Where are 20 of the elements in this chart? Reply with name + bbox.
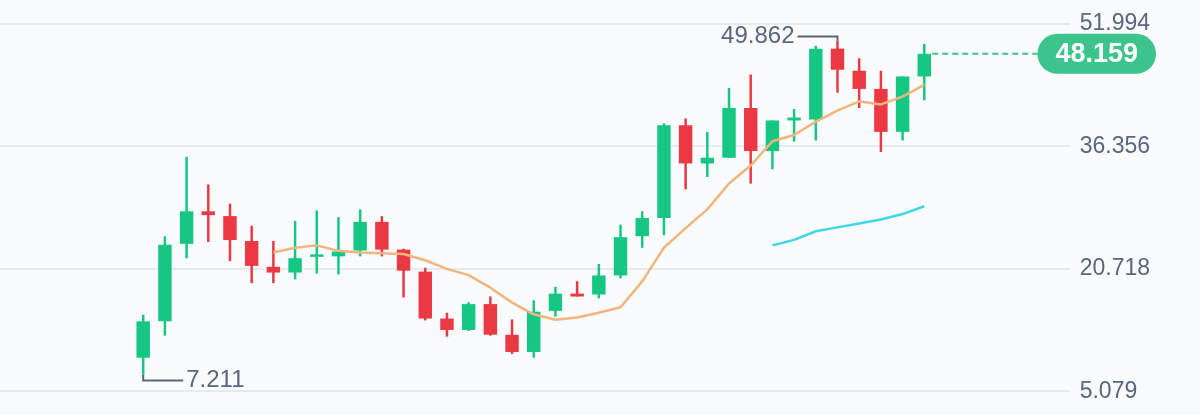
y-tick-label: 5.079 (1079, 376, 1138, 403)
candlestick (288, 219, 302, 281)
y-tick-label: 20.718 (1079, 254, 1151, 281)
candlestick (852, 57, 866, 110)
candlestick (592, 262, 606, 300)
candlestick (201, 183, 216, 244)
y-tick-label: 51.994 (1079, 9, 1151, 36)
candlestick (505, 318, 519, 356)
candlestick (440, 311, 454, 338)
annotation: 7.211 (186, 365, 245, 393)
candlestick (917, 42, 932, 102)
ref-line-label: 48.159 (1055, 38, 1139, 69)
annotation: 49.862 (721, 21, 795, 49)
y-tick-label: 36.356 (1079, 131, 1151, 158)
candlestick (266, 239, 281, 285)
candlestick (830, 39, 845, 94)
candlestick (223, 202, 237, 263)
candlestick (548, 285, 563, 318)
candlestick (635, 210, 649, 249)
candlestick (310, 209, 324, 275)
